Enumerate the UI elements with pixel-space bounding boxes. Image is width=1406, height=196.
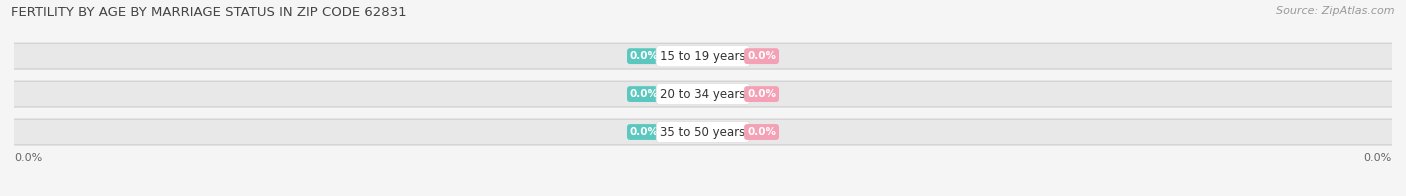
FancyBboxPatch shape: [0, 119, 1406, 145]
Text: 0.0%: 0.0%: [747, 51, 776, 61]
Text: 0.0%: 0.0%: [747, 89, 776, 99]
Text: 0.0%: 0.0%: [630, 127, 659, 137]
Text: 0.0%: 0.0%: [1364, 153, 1392, 163]
Text: 20 to 34 years: 20 to 34 years: [661, 88, 745, 101]
Text: 0.0%: 0.0%: [747, 127, 776, 137]
Text: 0.0%: 0.0%: [630, 89, 659, 99]
Text: 0.0%: 0.0%: [14, 153, 42, 163]
Text: FERTILITY BY AGE BY MARRIAGE STATUS IN ZIP CODE 62831: FERTILITY BY AGE BY MARRIAGE STATUS IN Z…: [11, 6, 406, 19]
FancyBboxPatch shape: [0, 43, 1406, 69]
Text: 0.0%: 0.0%: [630, 51, 659, 61]
Text: 15 to 19 years: 15 to 19 years: [661, 50, 745, 63]
Text: 35 to 50 years: 35 to 50 years: [661, 125, 745, 139]
FancyBboxPatch shape: [0, 81, 1406, 107]
Text: Source: ZipAtlas.com: Source: ZipAtlas.com: [1277, 6, 1395, 16]
